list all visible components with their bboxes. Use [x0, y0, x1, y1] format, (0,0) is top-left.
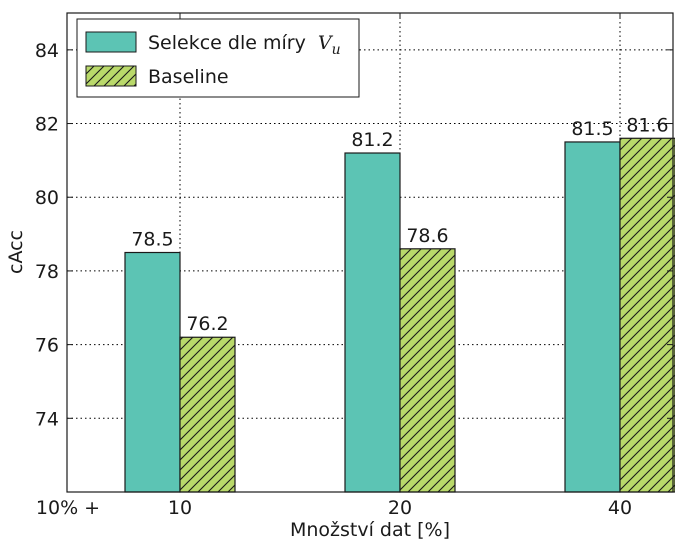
bar-value-label: 81.5 [571, 118, 613, 140]
bar-value-label: 76.2 [186, 313, 228, 335]
y-tick-label: 80 [35, 187, 59, 209]
y-axis-title: cAcc [5, 230, 27, 274]
bar-selekce-10 [124, 251, 181, 493]
bar-value-label: 81.2 [351, 129, 393, 151]
legend-label-baseline: Baseline [148, 66, 229, 88]
bar-value-label: 81.6 [626, 114, 668, 136]
x-axis-ticks: 10 20 40 [168, 13, 632, 519]
legend-swatch-selekce [85, 31, 137, 53]
data-labels: 78.5 76.2 81.2 78.6 81.5 81.6 [131, 114, 668, 335]
legend-label-selekce-math: V [318, 32, 334, 54]
legend-swatch-baseline [85, 65, 137, 87]
bar-value-label: 78.6 [406, 225, 448, 247]
legend-label-selekce-text: Selekce dle míry [148, 32, 306, 54]
bar-baseline-10 [179, 336, 236, 493]
plot-frame [66, 12, 674, 493]
y-tick-label: 82 [35, 114, 59, 136]
y-tick-label: 74 [35, 408, 59, 430]
x-axis-prefix-label: 10% + [36, 497, 100, 519]
bar-value-label: 78.5 [131, 229, 173, 251]
y-tick-label: 84 [35, 40, 59, 62]
legend: Selekce dle míry Vu Baseline [76, 18, 360, 98]
x-tick-label: 20 [388, 497, 412, 519]
x-axis-title: Množství dat [%] [290, 519, 450, 541]
bars [124, 137, 675, 493]
x-tick-label: 40 [608, 497, 632, 519]
y-axis-ticks: 74 76 78 80 82 84 [35, 40, 673, 430]
y-tick-label: 76 [35, 335, 59, 357]
legend-label-selekce-math-sub: u [332, 42, 341, 58]
y-tick-label: 78 [35, 261, 59, 283]
bar-baseline-40 [619, 137, 675, 493]
bar-selekce-40 [564, 141, 621, 493]
bar-selekce-20 [344, 152, 401, 493]
legend-label-selekce: Selekce dle míry Vu [148, 32, 341, 58]
bar-baseline-20 [399, 248, 456, 493]
x-tick-label: 10 [168, 497, 192, 519]
